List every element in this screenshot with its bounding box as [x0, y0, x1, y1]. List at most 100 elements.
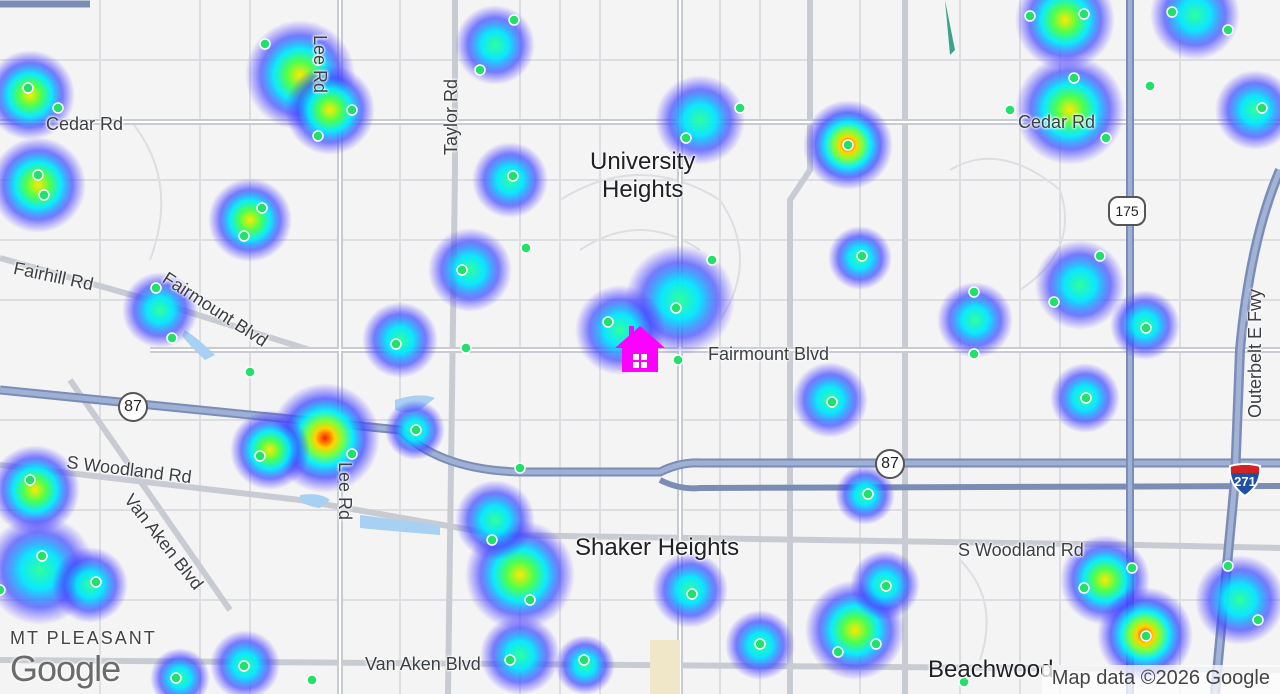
data-point[interactable] [524, 594, 536, 606]
heat-blob [1195, 555, 1280, 645]
data-point[interactable] [238, 660, 250, 672]
data-point[interactable] [680, 132, 692, 144]
data-point[interactable] [1126, 562, 1138, 574]
data-point[interactable] [602, 316, 614, 328]
data-point[interactable] [958, 676, 970, 688]
data-point[interactable] [578, 654, 590, 666]
heat-blob [1015, 55, 1125, 165]
data-point[interactable] [486, 534, 498, 546]
heat-blob [0, 137, 86, 233]
data-point[interactable] [244, 366, 256, 378]
data-point[interactable] [862, 488, 874, 500]
data-point[interactable] [672, 354, 684, 366]
data-point[interactable] [474, 64, 486, 76]
commercial-area [650, 640, 680, 694]
heat-blob [655, 75, 745, 165]
data-point[interactable] [1252, 614, 1264, 626]
data-point[interactable] [870, 638, 882, 650]
data-point[interactable] [856, 250, 868, 262]
data-point[interactable] [259, 38, 271, 50]
data-point[interactable] [504, 654, 516, 666]
data-point[interactable] [826, 396, 838, 408]
road-label-cedar-rd-east: Cedar Rd [1018, 112, 1096, 132]
data-point[interactable] [1080, 392, 1092, 404]
road-label-taylor-rd: Taylor Rd [441, 78, 461, 155]
heat-blob [428, 228, 512, 312]
data-point[interactable] [306, 674, 318, 686]
data-point[interactable] [24, 474, 36, 486]
data-point[interactable] [170, 672, 182, 684]
data-point[interactable] [1100, 132, 1112, 144]
data-point[interactable] [1144, 80, 1156, 92]
data-point[interactable] [734, 102, 746, 114]
data-point[interactable] [256, 202, 268, 214]
data-point[interactable] [1078, 8, 1090, 20]
data-point[interactable] [1166, 6, 1178, 18]
data-point[interactable] [312, 130, 324, 142]
data-point[interactable] [1222, 24, 1234, 36]
data-point[interactable] [754, 638, 766, 650]
data-point[interactable] [238, 230, 250, 242]
data-point[interactable] [32, 169, 44, 181]
data-point[interactable] [150, 282, 162, 294]
data-point[interactable] [254, 450, 266, 462]
route-87-shield-east: 87 [875, 449, 905, 479]
data-point[interactable] [1256, 102, 1268, 114]
data-point[interactable] [968, 348, 980, 360]
data-point[interactable] [1094, 250, 1106, 262]
data-point[interactable] [968, 286, 980, 298]
data-point[interactable] [52, 102, 64, 114]
data-point[interactable] [36, 550, 48, 562]
data-point[interactable] [390, 338, 402, 350]
data-point[interactable] [1068, 72, 1080, 84]
road-label-cedar-rd-west: Cedar Rd [46, 114, 124, 134]
heat-blob [1035, 240, 1125, 330]
route-175-shield: 175 [1108, 196, 1146, 226]
interstate-271-shield: 271 [1227, 462, 1263, 498]
google-logo[interactable]: Google [10, 648, 121, 689]
road-label-lee-rd-south: Lee Rd [335, 462, 355, 521]
data-point[interactable] [90, 576, 102, 588]
data-point[interactable] [832, 646, 844, 658]
data-point[interactable] [507, 170, 519, 182]
data-point[interactable] [38, 189, 50, 201]
park [945, 0, 955, 55]
data-point[interactable] [410, 424, 422, 436]
data-point[interactable] [22, 82, 34, 94]
data-point[interactable] [166, 332, 178, 344]
data-point[interactable] [312, 54, 324, 66]
heat-blob [208, 178, 292, 262]
data-point[interactable] [842, 139, 854, 151]
data-point[interactable] [1004, 104, 1016, 116]
road-label-lee-rd-north: Lee Rd [310, 35, 330, 94]
home-marker[interactable] [613, 322, 667, 379]
data-point[interactable] [1140, 322, 1152, 334]
data-point[interactable] [514, 462, 526, 474]
heat-blob [455, 480, 535, 560]
data-point[interactable] [456, 264, 468, 276]
place-label-beachwood: Beachwood [928, 656, 1054, 683]
data-point[interactable] [0, 584, 6, 596]
heat-blob [0, 50, 75, 140]
data-point[interactable] [346, 448, 358, 460]
data-point[interactable] [508, 14, 520, 26]
data-point[interactable] [1222, 560, 1234, 572]
data-point[interactable] [670, 302, 682, 314]
data-point[interactable] [460, 342, 472, 354]
heat-blob [1015, 0, 1115, 70]
data-point[interactable] [1078, 582, 1090, 594]
data-point[interactable] [1140, 630, 1152, 642]
map-attribution[interactable]: Map data ©2026 Google [1041, 665, 1280, 694]
data-point[interactable] [520, 242, 532, 254]
data-point[interactable] [686, 588, 698, 600]
road-label-outerbelt-e-fwy: Outerbelt E Fwy [1245, 288, 1265, 418]
data-point[interactable] [346, 104, 358, 116]
heat-blob [122, 272, 198, 348]
data-point[interactable] [880, 580, 892, 592]
data-point[interactable] [1024, 10, 1036, 22]
data-point[interactable] [1048, 296, 1060, 308]
heat-blob [480, 615, 560, 694]
data-point[interactable] [706, 254, 718, 266]
heat-blob [455, 5, 535, 85]
